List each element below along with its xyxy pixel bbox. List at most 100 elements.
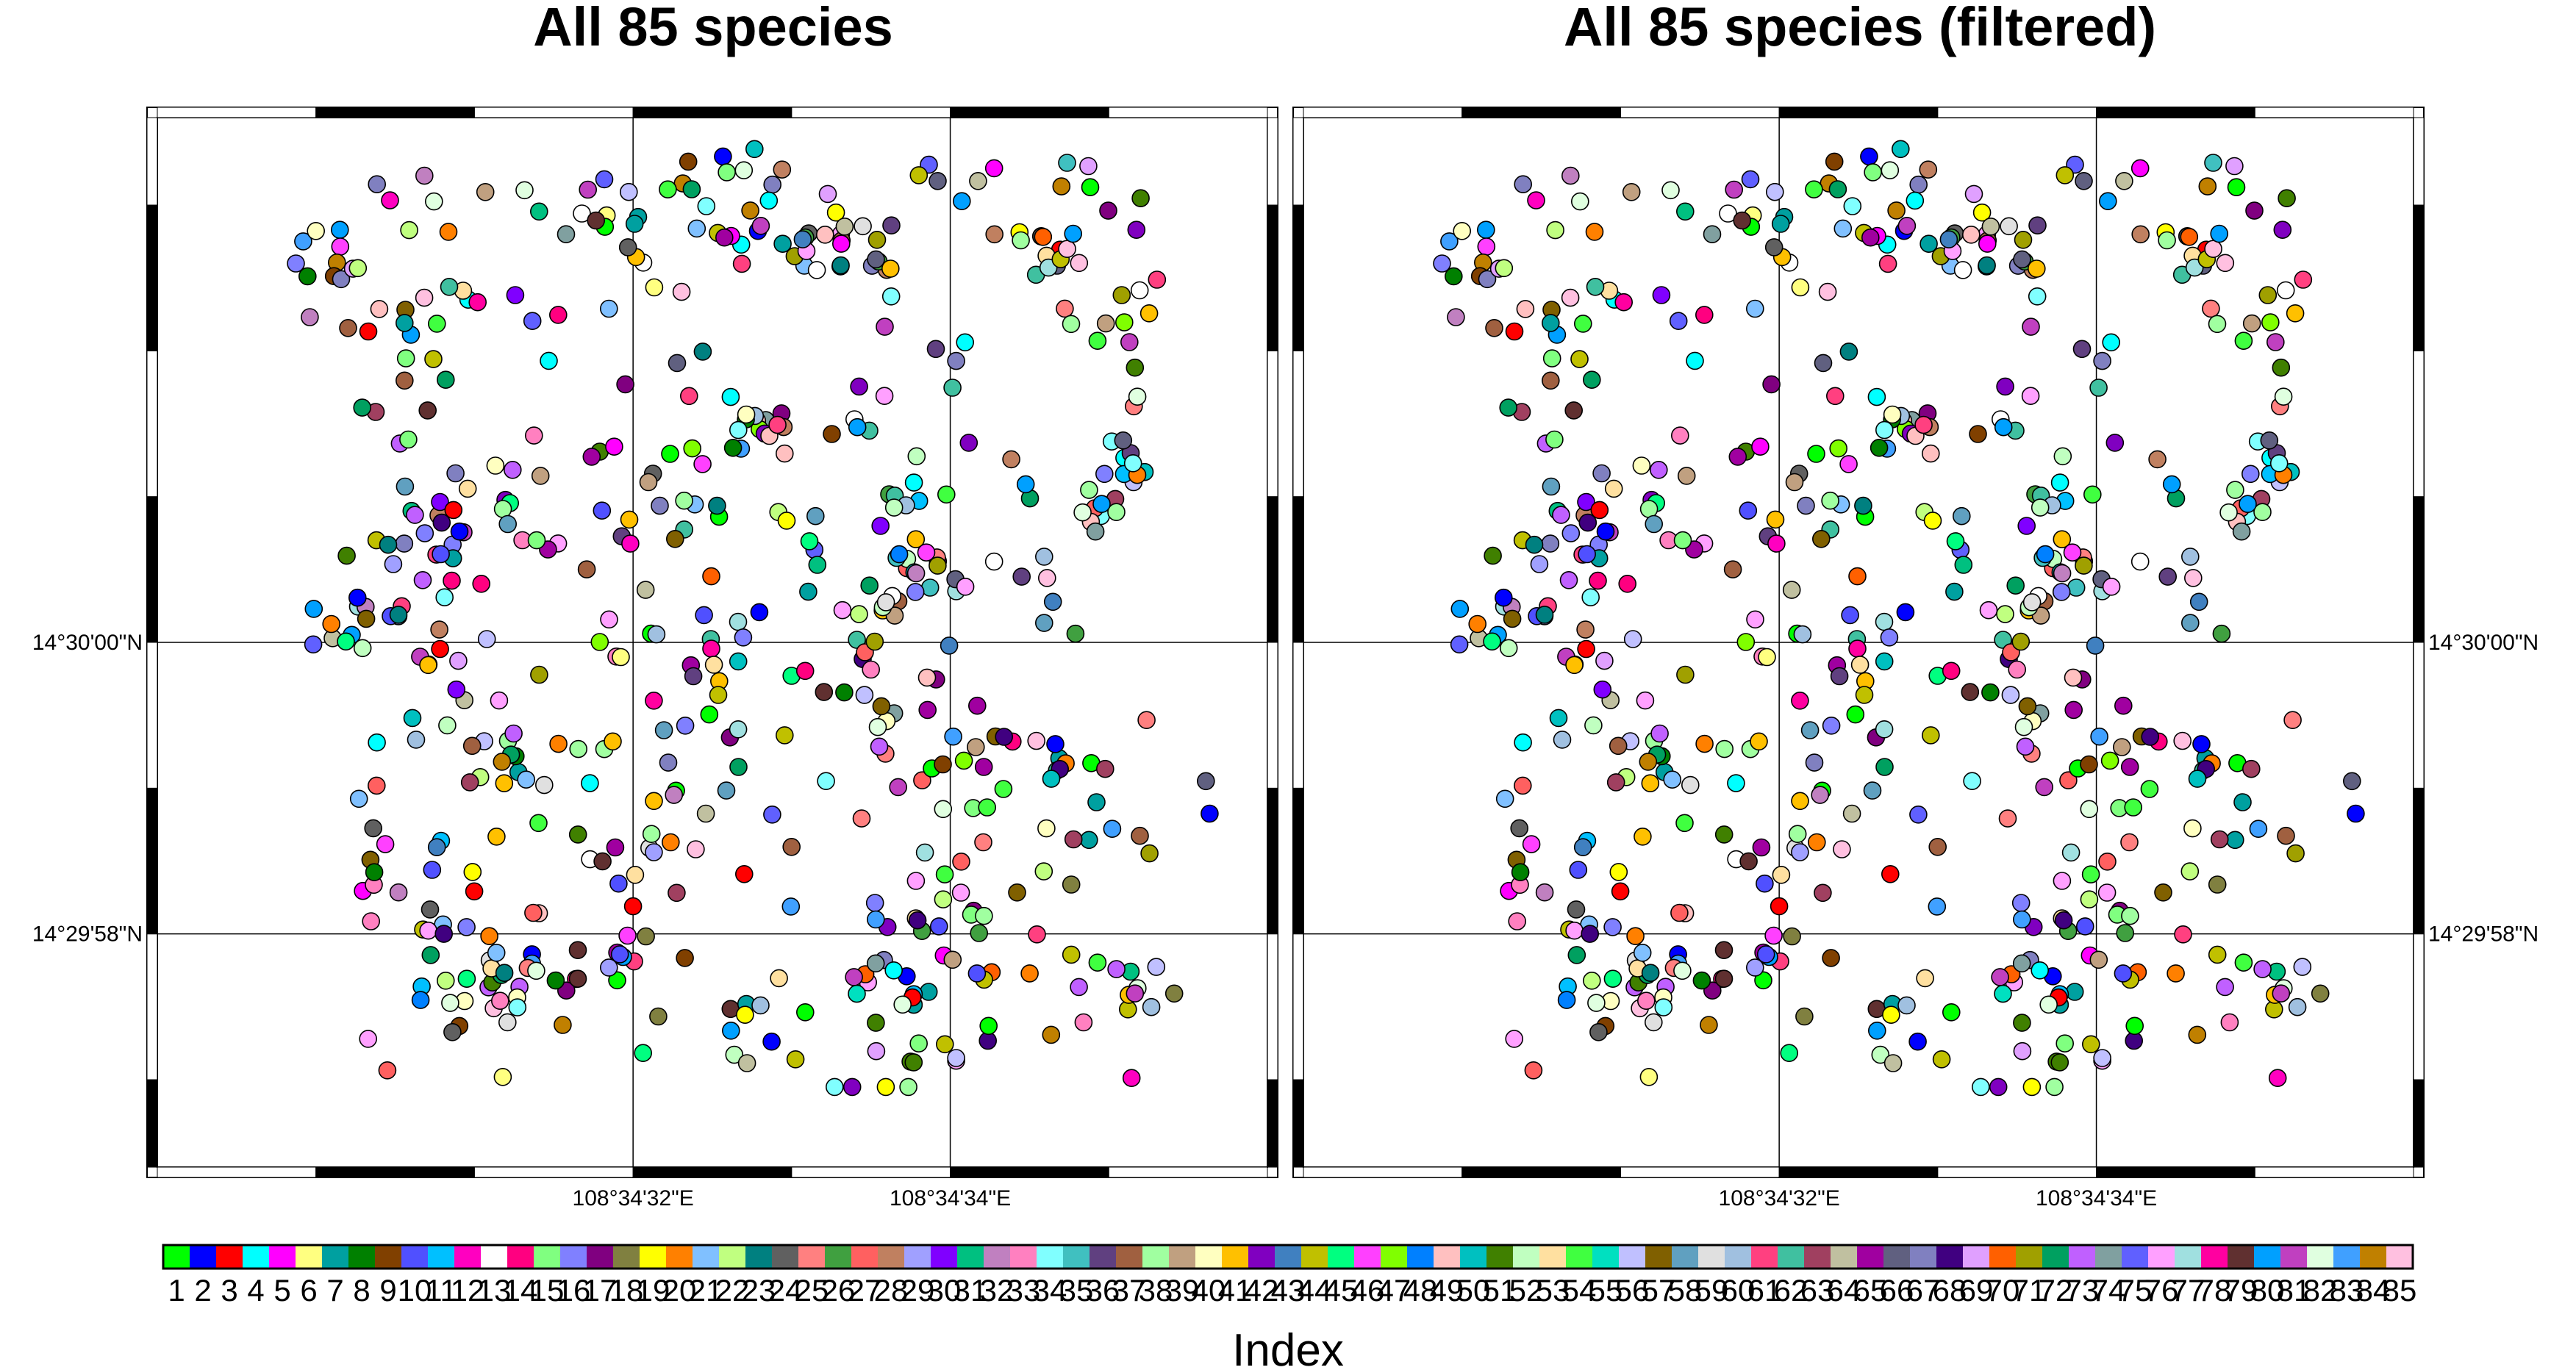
species-point	[2102, 333, 2120, 352]
species-point	[1811, 786, 1829, 804]
colorbar-swatch	[1698, 1245, 1725, 1269]
species-point	[1035, 614, 1053, 632]
species-point	[1673, 531, 1692, 550]
species-point	[721, 387, 740, 406]
colorbar-swatch	[745, 1245, 773, 1269]
species-point	[554, 1016, 572, 1034]
species-point	[947, 1049, 965, 1067]
colorbar-tick-label: 35	[1059, 1273, 1094, 1308]
species-point	[1484, 546, 1502, 565]
species-point	[1590, 501, 1609, 520]
species-point	[1896, 603, 1915, 622]
species-point	[1641, 964, 1660, 982]
species-point	[1603, 918, 1622, 936]
species-point	[1780, 1044, 1798, 1062]
species-point	[1570, 350, 1589, 368]
species-point	[593, 852, 612, 871]
colorbar-tick-label: 40	[1192, 1273, 1226, 1308]
colorbar-swatch	[904, 1245, 931, 1269]
species-point	[599, 299, 618, 318]
species-point	[1565, 921, 1584, 940]
species-point	[2268, 1069, 2287, 1087]
species-point	[1505, 1030, 1523, 1048]
species-point	[947, 351, 965, 370]
species-point	[1027, 731, 1045, 750]
species-point	[1875, 720, 1894, 739]
species-point	[1028, 925, 1046, 944]
species-point	[693, 342, 712, 361]
species-point	[659, 180, 677, 199]
species-point	[860, 576, 879, 595]
species-point	[1201, 804, 1219, 823]
species-point	[1626, 927, 1645, 945]
species-point	[2116, 924, 2134, 942]
species-point	[1909, 175, 1928, 194]
species-point	[2061, 843, 2081, 862]
species-point	[441, 994, 459, 1012]
species-point	[807, 261, 826, 279]
species-point	[435, 588, 454, 607]
species-point	[937, 485, 956, 504]
species-point	[2013, 910, 2031, 929]
species-point	[1639, 753, 1658, 771]
frame-band	[950, 1166, 1109, 1178]
species-point	[647, 625, 666, 644]
species-point	[1542, 477, 1561, 496]
colorbar-tick-label: 8	[353, 1273, 370, 1308]
species-point	[808, 556, 827, 574]
species-point	[593, 501, 612, 520]
species-point	[1998, 809, 2017, 828]
species-point	[2000, 217, 2018, 236]
species-point	[415, 166, 434, 185]
species-point	[529, 814, 548, 833]
species-point	[1881, 865, 1900, 883]
species-point	[527, 961, 545, 980]
species-point	[723, 438, 743, 457]
colorbar-tick-label: 84	[2356, 1273, 2391, 1308]
species-point	[1559, 570, 1578, 589]
species-point	[368, 175, 387, 193]
species-point	[832, 234, 851, 253]
colorbar-border	[162, 1244, 2414, 1270]
species-point	[424, 350, 443, 368]
species-point	[1676, 202, 1695, 221]
species-point	[1677, 467, 1696, 485]
species-point	[943, 379, 962, 397]
species-point	[637, 927, 655, 946]
species-point	[2098, 853, 2117, 871]
species-point	[1468, 614, 1486, 634]
species-point	[817, 772, 835, 790]
species-point	[1841, 606, 1859, 625]
species-point	[1070, 254, 1089, 273]
frame-band	[1620, 107, 1780, 118]
species-point	[2082, 1035, 2100, 1054]
species-point	[985, 225, 1003, 244]
species-point	[1042, 770, 1061, 788]
species-point	[1979, 600, 1998, 620]
colorbar-swatch	[693, 1245, 720, 1269]
colorbar-swatch	[1248, 1245, 1276, 1269]
colorbar-tick-label: 7	[326, 1273, 343, 1308]
species-point	[1074, 1013, 1093, 1032]
species-point	[446, 464, 465, 483]
species-point	[696, 804, 715, 823]
species-point	[1542, 349, 1561, 367]
colorbar-tick-label: 54	[1562, 1273, 1597, 1308]
species-point	[865, 894, 884, 912]
species-point	[831, 256, 850, 275]
species-point	[729, 612, 748, 631]
species-point	[1714, 941, 1734, 959]
species-point	[1503, 609, 1522, 628]
species-point	[2045, 1077, 2064, 1097]
frame-band	[1292, 496, 1304, 643]
colorbar-tick-label: 37	[1112, 1273, 1147, 1308]
colorbar-swatch	[1936, 1245, 1964, 1269]
species-point	[1002, 450, 1020, 469]
species-point	[503, 460, 522, 479]
species-point	[1703, 225, 1722, 244]
species-point	[908, 911, 927, 930]
species-point	[2001, 686, 2020, 704]
species-point	[600, 610, 618, 629]
species-point	[773, 160, 792, 179]
species-point	[773, 234, 792, 254]
